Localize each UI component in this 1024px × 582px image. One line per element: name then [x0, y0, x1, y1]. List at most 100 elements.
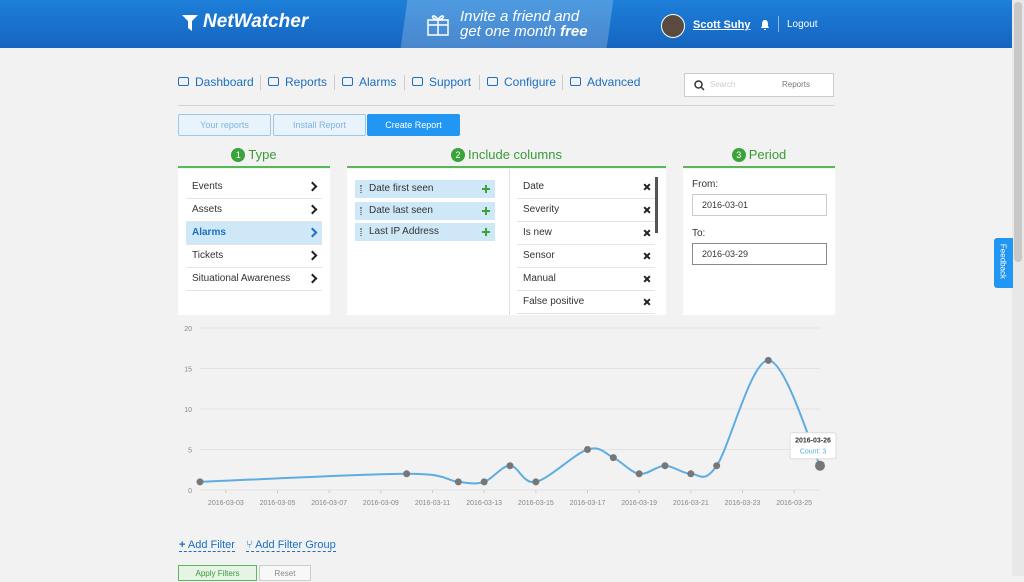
reset[interactable]: Reset: [259, 565, 311, 581]
column-label: Date first seen: [369, 183, 434, 194]
to-label: To:: [692, 228, 706, 239]
column-divider: [509, 169, 510, 315]
column-label: Last IP Address: [369, 226, 439, 237]
point: [687, 470, 695, 478]
promo-line: get one month: [460, 23, 556, 40]
selected-column[interactable]: Date first seen: [355, 180, 495, 198]
avatar[interactable]: [661, 14, 685, 38]
to-input[interactable]: 2016-03-29: [692, 243, 827, 265]
y-tick-label: 10: [184, 407, 192, 414]
promo-emphasis: free: [560, 23, 588, 40]
chart: 0 5 10 15 20 2016-03-03 2016-03-05 2016-03-07 20…: [184, 326, 837, 507]
search-scope[interactable]: Reports: [782, 80, 811, 89]
type-item[interactable]: Situational Awareness: [186, 268, 322, 291]
point: [713, 462, 721, 470]
tab[interactable]: Create Report: [367, 114, 460, 136]
selected-column[interactable]: Last IP Address: [355, 223, 495, 241]
scroll-thumb[interactable]: [1014, 2, 1022, 262]
selected-column[interactable]: Date last seen: [355, 201, 495, 220]
apply-filters[interactable]: Apply Filters: [178, 565, 257, 581]
point: [196, 478, 204, 486]
nav-icon: [268, 77, 279, 86]
available-column[interactable]: Severity: [517, 199, 655, 222]
nav-separator: [260, 75, 261, 90]
feedback-tab[interactable]: Feedback: [994, 238, 1013, 288]
type-label: Alarms: [192, 227, 226, 238]
column-label: Date last seen: [369, 204, 433, 216]
point: [454, 478, 462, 486]
column-label: False positive: [523, 296, 585, 307]
add-icon: [485, 206, 487, 215]
y-tick-label: 5: [188, 448, 192, 455]
logout[interactable]: Logout: [787, 19, 818, 30]
x-tick-label: 2016-03-05: [260, 500, 296, 507]
point: [506, 462, 514, 470]
column-label: Manual: [523, 273, 556, 284]
x-tick-label: 2016-03-11: [415, 500, 450, 507]
point: [661, 462, 669, 470]
point: [584, 446, 591, 453]
nav-label: Alarms: [359, 75, 397, 89]
type-item[interactable]: Tickets: [186, 245, 322, 268]
feedback-label: Feedback: [998, 243, 1008, 280]
nav-label: Configure: [504, 75, 557, 89]
bell-icon[interactable]: [760, 19, 770, 31]
section-header: 1 Type: [178, 147, 330, 168]
step-number: 1: [231, 148, 246, 162]
nav-rule: [178, 105, 834, 106]
gift-icon: [427, 15, 449, 36]
tab[interactable]: Your reports: [178, 114, 271, 136]
from-label: From:: [692, 179, 719, 190]
from-input[interactable]: 2016-03-01: [692, 194, 827, 216]
point: [480, 478, 488, 486]
type-label: Events: [192, 181, 223, 192]
available-column[interactable]: Date: [517, 176, 655, 199]
x-tick-label: 2016-03-25: [776, 500, 812, 507]
section-header: 3 Period: [683, 147, 835, 168]
type-label: Tickets: [192, 250, 224, 261]
type-item[interactable]: Assets: [186, 199, 322, 222]
nav-icon: [487, 77, 498, 86]
search-placeholder: Search: [710, 80, 736, 89]
nav-label: Reports: [285, 75, 328, 89]
header: [0, 0, 1012, 48]
available-column[interactable]: False positive: [517, 291, 655, 314]
section-title: Period: [748, 147, 787, 162]
available-column[interactable]: Is new: [517, 222, 655, 245]
columns-panel: Date first seen Date last seen Last IP Add…: [347, 169, 666, 315]
tab[interactable]: Install Report: [273, 114, 366, 136]
logo: NetWatcher: [203, 11, 309, 32]
add-icon: [485, 185, 487, 193]
x-tick-label: 2016-03-19: [621, 500, 657, 507]
nav-icon: [570, 77, 581, 86]
user-name[interactable]: Scott Suhy: [693, 19, 751, 31]
available-column[interactable]: Sensor: [517, 245, 655, 268]
nav-separator: [479, 75, 480, 90]
point: [635, 470, 643, 478]
step-number: 3: [731, 148, 746, 162]
add-filter-group[interactable]: ⑂ Add Filter Group: [246, 539, 336, 552]
nav-icon: [412, 77, 423, 86]
section-title: Type: [248, 147, 277, 162]
column-scroll[interactable]: [655, 177, 658, 233]
nav-icon: [178, 77, 189, 86]
divider: [778, 16, 779, 32]
promo-text: Invite a friend and get one month free: [460, 9, 588, 39]
type-item[interactable]: Events: [186, 176, 322, 199]
tooltip: [789, 432, 837, 460]
add-filter[interactable]: + Add Filter: [179, 539, 235, 552]
add-filter-label: Add Filter: [187, 539, 235, 551]
nav-separator: [404, 75, 405, 90]
available-column[interactable]: Manual: [517, 268, 655, 291]
tooltip-count: Count: 3: [800, 449, 827, 456]
nav-label: Dashboard: [195, 75, 254, 89]
search-box[interactable]: Search Reports: [684, 73, 834, 97]
line: [199, 359, 821, 485]
x-tick-label: 2016-03-23: [725, 500, 761, 507]
tooltip-date: 2016-03-26: [795, 438, 831, 445]
y-tick-label: 15: [184, 367, 192, 374]
x-tick-label: 2016-03-03: [208, 500, 244, 507]
type-item[interactable]: Alarms: [186, 222, 322, 245]
available-columns: Date Severity Is new Sensor Manual False posi…: [517, 176, 655, 314]
